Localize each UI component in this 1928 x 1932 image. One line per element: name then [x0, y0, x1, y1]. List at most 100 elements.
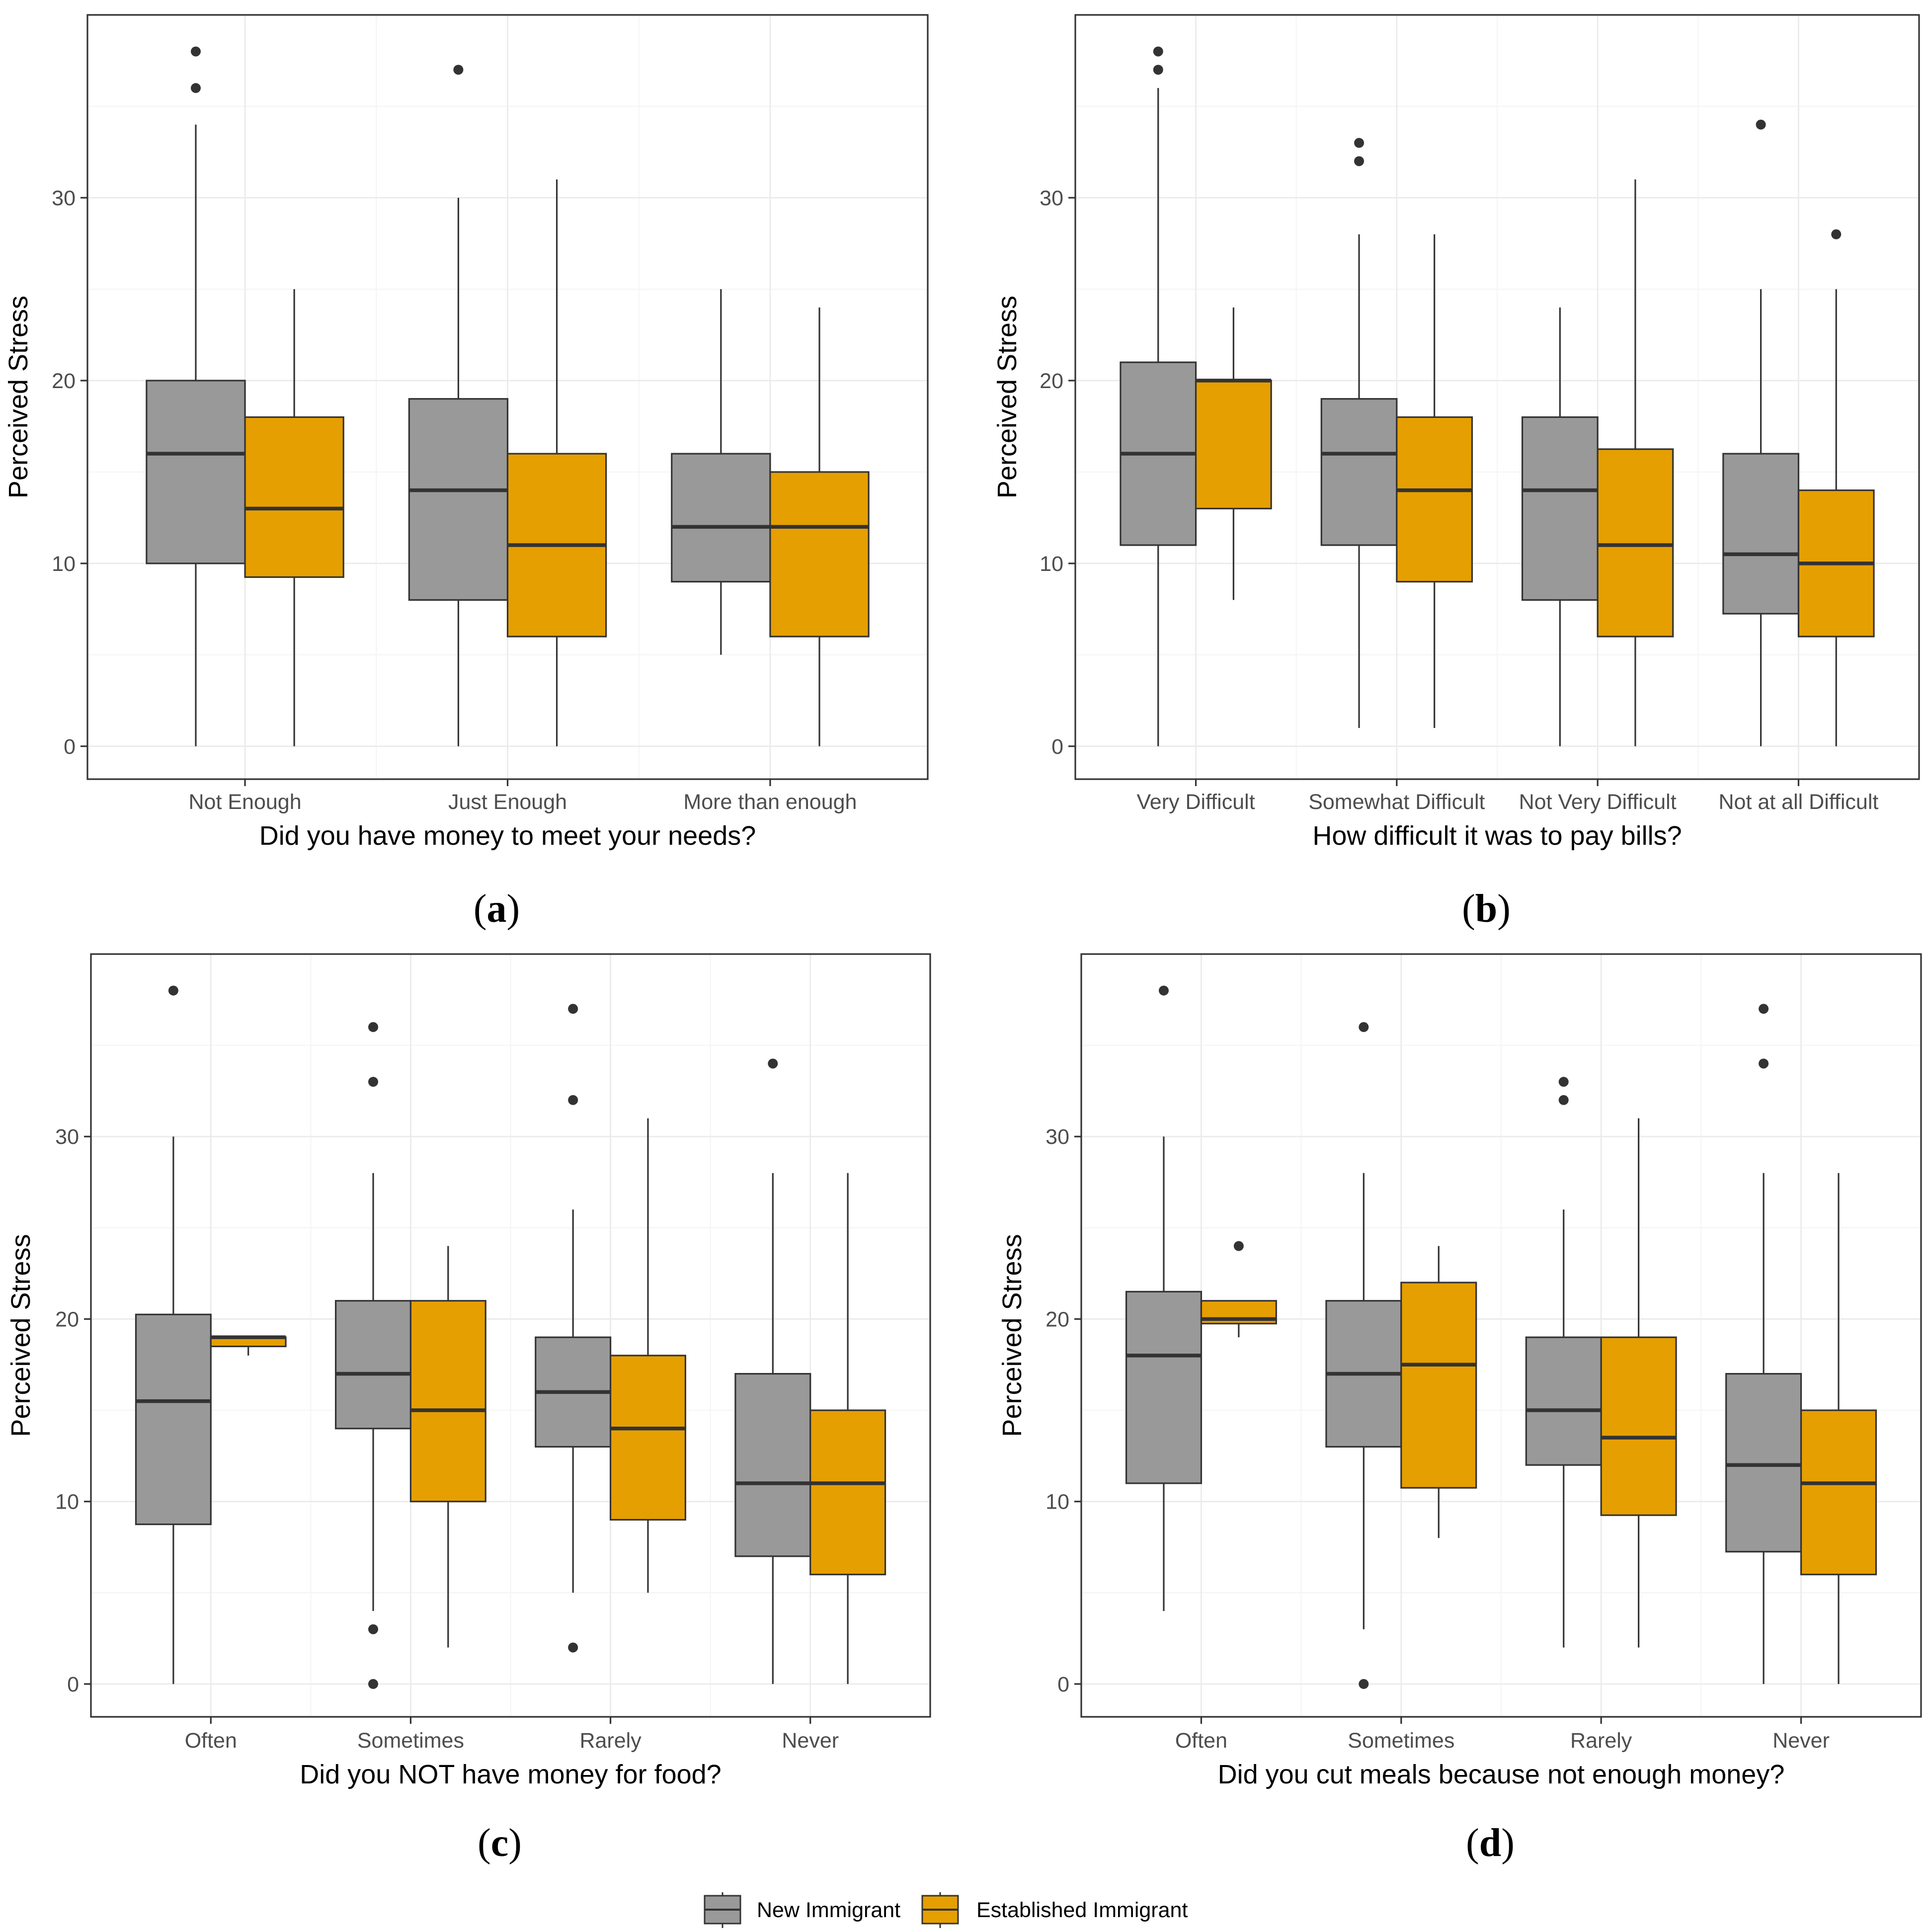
y-tick-label: 20 [55, 1307, 79, 1331]
y-tick-label: 30 [52, 186, 76, 210]
outlier-point [568, 1095, 578, 1105]
legend-item-established-immigrant: Established Immigrant [921, 1892, 1188, 1928]
box-body [1396, 416, 1473, 583]
box-established-2 [1600, 1118, 1677, 1648]
box-established-1 [1400, 1246, 1477, 1538]
panel-label: (d) [1466, 1821, 1515, 1865]
legend: New Immigrant Established Immigrant [704, 1892, 1188, 1928]
box-body [734, 1373, 811, 1557]
x-tick-label: Not at all Difficult [1719, 790, 1879, 814]
panel-label: (c) [478, 1821, 522, 1865]
panel-label: (a) [474, 887, 520, 931]
y-tick-label: 10 [55, 1490, 79, 1514]
y-axis-title: Perceived Stress [6, 1234, 36, 1437]
outlier-point [1359, 1679, 1369, 1689]
y-tick-label: 30 [55, 1125, 79, 1149]
outlier-point [368, 1022, 379, 1032]
panel-label-open: ( [1462, 887, 1475, 931]
outlier-point [368, 1077, 379, 1087]
outlier-point [368, 1679, 379, 1689]
boxes [1120, 46, 1875, 746]
box-new-1 [1320, 138, 1398, 728]
box-established-0 [210, 1335, 287, 1356]
x-axis-title: Did you cut meals because not enough mon… [1218, 1760, 1785, 1789]
panel-label-close: ) [508, 1821, 522, 1865]
panel-label-letter: a [487, 887, 507, 931]
x-tick-label: Just Enough [448, 790, 567, 814]
outlier-point [568, 1642, 578, 1653]
box-new-0 [1120, 46, 1197, 746]
box-new-2 [1521, 307, 1599, 746]
panel-label: (b) [1462, 887, 1511, 931]
panel-label-close: ) [1497, 887, 1511, 931]
panel-border [90, 953, 931, 1718]
box-new-3 [734, 1058, 811, 1684]
boxes [146, 46, 870, 746]
outlier-point [1158, 985, 1169, 996]
box-body [146, 380, 246, 564]
outlier-point [1354, 138, 1365, 148]
box-established-3 [1797, 229, 1875, 746]
box-new-1 [408, 65, 509, 746]
outlier-point [190, 46, 201, 57]
box-established-3 [809, 1173, 886, 1684]
panel-label-open: ( [478, 1821, 491, 1865]
box-established-1 [1396, 234, 1473, 728]
box-new-1 [1325, 1022, 1402, 1689]
box-body [1195, 380, 1272, 510]
panel-label-open: ( [474, 887, 487, 931]
y-axis-title: Perceived Stress [992, 296, 1022, 498]
box-body [671, 453, 771, 583]
box-body [244, 416, 344, 578]
y-axis-title: Perceived Stress [997, 1234, 1027, 1437]
outlier-point [1558, 1077, 1569, 1087]
x-tick-label: Never [782, 1729, 839, 1753]
box-new-0 [1125, 985, 1203, 1611]
outlier-point [1759, 1004, 1769, 1014]
outlier-point [368, 1624, 379, 1634]
x-tick-label: Somewhat Difficult [1308, 790, 1485, 814]
y-tick-label: 10 [52, 552, 76, 576]
box-established-0 [1200, 1241, 1277, 1338]
x-tick-label: Sometimes [1348, 1729, 1454, 1753]
outlier-point [1233, 1241, 1244, 1251]
x-tick-label: Often [185, 1729, 237, 1753]
outlier-point [168, 985, 178, 996]
box-new-3 [1725, 1004, 1802, 1684]
box-body [335, 1300, 412, 1430]
panel-label-close: ) [507, 887, 520, 931]
outlier-point [1558, 1095, 1569, 1105]
outlier-point [1756, 119, 1766, 130]
box-established-0 [1195, 307, 1272, 600]
panel-label-open: ( [1466, 1821, 1479, 1865]
box-body [1722, 453, 1800, 615]
x-tick-label: Not Very Difficult [1519, 790, 1677, 814]
outlier-point [768, 1058, 778, 1069]
x-tick-label: Not Enough [189, 790, 302, 814]
y-tick-label: 20 [1045, 1307, 1069, 1331]
panel-b: 0 10 20 30 Very Difficult Somewhat Difficult N… [992, 14, 1920, 931]
box-body [408, 398, 509, 601]
x-tick-label: Rarely [1570, 1729, 1632, 1753]
outlier-point [190, 83, 201, 93]
box-body [1597, 448, 1674, 638]
legend-label: New Immigrant [757, 1898, 900, 1922]
box-body [1320, 398, 1398, 546]
panel-border [1074, 14, 1920, 780]
x-tick-label: More than enough [683, 790, 857, 814]
box-new-2 [1525, 1077, 1602, 1648]
x-axis-title: How difficult it was to pay bills? [1312, 821, 1682, 851]
box-new-2 [535, 1004, 612, 1653]
x-axis-title: Did you have money to meet your needs? [259, 821, 756, 851]
y-tick-label: 0 [64, 735, 76, 759]
box-body [1400, 1282, 1477, 1489]
boxes [1125, 985, 1877, 1689]
box-new-0 [135, 985, 212, 1684]
outlier-point [1153, 46, 1163, 57]
panel-border [1080, 953, 1922, 1718]
y-tick-label: 30 [1040, 186, 1063, 210]
box-body [1521, 416, 1599, 601]
box-established-2 [769, 307, 870, 746]
box-new-2 [671, 289, 771, 655]
outlier-point [1359, 1022, 1369, 1032]
